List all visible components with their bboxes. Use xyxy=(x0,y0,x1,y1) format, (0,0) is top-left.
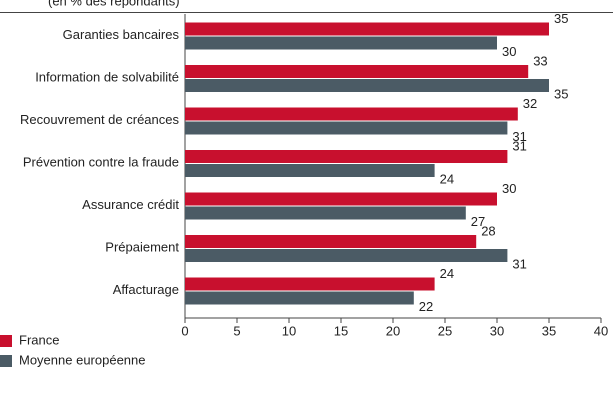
bar xyxy=(185,22,549,36)
x-tick-label: 0 xyxy=(181,323,188,338)
x-tick-label: 15 xyxy=(334,323,348,338)
value-label: 27 xyxy=(471,214,485,229)
y-tick-label: Prévention contre la fraude xyxy=(23,154,179,169)
y-tick-label: Garanties bancaires xyxy=(63,27,180,42)
bar xyxy=(185,277,435,291)
bar xyxy=(185,121,508,135)
value-label: 31 xyxy=(512,129,526,144)
x-tick-label: 5 xyxy=(233,323,240,338)
bar xyxy=(185,36,497,50)
x-tick-label: 30 xyxy=(490,323,504,338)
y-tick-label: Affacturage xyxy=(113,282,179,297)
bar xyxy=(185,235,477,248)
bar xyxy=(185,65,529,78)
legend-label: France xyxy=(19,332,59,347)
legend-swatch xyxy=(0,355,12,367)
bar xyxy=(185,192,497,206)
value-label: 31 xyxy=(512,138,526,153)
value-label: 31 xyxy=(512,256,526,271)
x-tick-label: 20 xyxy=(386,323,400,338)
value-label: 30 xyxy=(502,44,516,59)
bar xyxy=(185,206,466,220)
value-label: 24 xyxy=(440,266,454,281)
value-label: 28 xyxy=(481,223,495,238)
value-label: 22 xyxy=(419,299,433,314)
x-tick-label: 25 xyxy=(438,323,452,338)
chart-subtitle: (en % des répondants) xyxy=(48,0,180,8)
legend-label: Moyenne européenne xyxy=(19,352,146,367)
value-label: 30 xyxy=(502,181,516,196)
bar xyxy=(185,79,549,92)
y-tick-label: Recouvrement de créances xyxy=(20,112,179,127)
bar xyxy=(185,107,518,121)
x-tick-label: 10 xyxy=(282,323,296,338)
value-label: 35 xyxy=(554,86,568,101)
bar xyxy=(185,291,414,305)
bar xyxy=(185,164,435,177)
y-tick-label: Prépaiement xyxy=(105,239,179,254)
y-tick-label: Information de solvabilité xyxy=(35,69,179,84)
x-tick-label: 35 xyxy=(542,323,556,338)
bar xyxy=(185,150,508,163)
legend-swatch xyxy=(0,335,12,347)
value-label: 35 xyxy=(554,11,568,26)
y-tick-label: Assurance crédit xyxy=(82,197,179,212)
bar xyxy=(185,249,508,262)
value-label: 33 xyxy=(533,53,547,68)
value-label: 24 xyxy=(440,171,454,186)
value-label: 32 xyxy=(523,96,537,111)
x-tick-label: 40 xyxy=(594,323,608,338)
